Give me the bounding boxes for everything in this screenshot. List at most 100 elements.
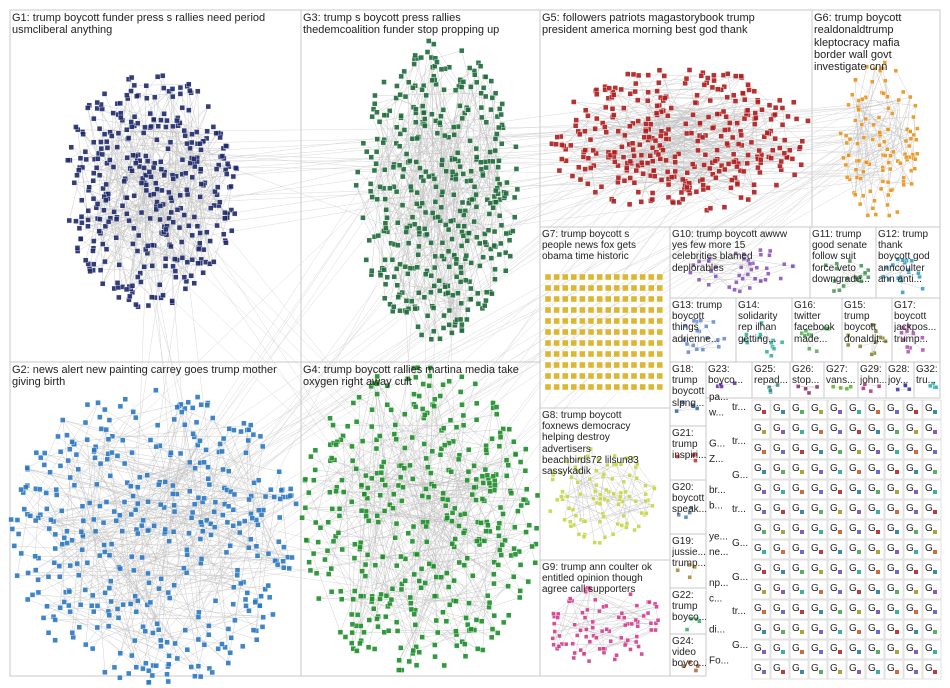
- node-g3[interactable]: [396, 162, 403, 168]
- node-g4[interactable]: [324, 548, 331, 554]
- node-g4[interactable]: [398, 586, 405, 593]
- node-g4[interactable]: [497, 504, 504, 511]
- node-g2[interactable]: [115, 615, 122, 621]
- node-g3[interactable]: [506, 237, 513, 243]
- node-g5[interactable]: [624, 165, 630, 171]
- node-g4[interactable]: [441, 662, 447, 669]
- node-g3[interactable]: [419, 103, 426, 109]
- node-g2[interactable]: [212, 499, 219, 505]
- node-g1[interactable]: [79, 197, 85, 203]
- node-g1[interactable]: [211, 259, 217, 265]
- node-g7[interactable]: [587, 383, 595, 391]
- node-g7[interactable]: [587, 295, 595, 303]
- node-g2[interactable]: [32, 553, 38, 560]
- node-g10[interactable]: [733, 251, 738, 256]
- node-g11[interactable]: [859, 279, 864, 284]
- node-g1[interactable]: [168, 243, 174, 250]
- node-g9[interactable]: [594, 635, 599, 640]
- node-g4[interactable]: [340, 489, 347, 495]
- node-g2[interactable]: [184, 646, 191, 653]
- node-g4[interactable]: [418, 566, 425, 572]
- node-g4[interactable]: [447, 417, 454, 423]
- node-g1[interactable]: [121, 178, 127, 185]
- node-g7[interactable]: [630, 372, 638, 380]
- node-g4[interactable]: [378, 591, 384, 598]
- node-g7[interactable]: [544, 361, 552, 369]
- node-g2[interactable]: [140, 517, 146, 524]
- node-g4[interactable]: [389, 586, 396, 592]
- node-g2[interactable]: [117, 674, 123, 681]
- node-g10[interactable]: [758, 252, 764, 257]
- node-g4[interactable]: [402, 556, 409, 562]
- node-g2[interactable]: [57, 463, 64, 469]
- node-g3[interactable]: [443, 168, 449, 174]
- node-g4[interactable]: [377, 433, 383, 439]
- node-mini[interactable]: [933, 410, 937, 414]
- node-g5[interactable]: [768, 155, 774, 161]
- node-mini[interactable]: [876, 550, 880, 554]
- node-mini[interactable]: [819, 610, 823, 614]
- node-g4[interactable]: [446, 378, 452, 385]
- node-g8[interactable]: [587, 476, 593, 482]
- node-g1[interactable]: [181, 274, 188, 281]
- node-g3[interactable]: [423, 168, 429, 175]
- node-g14[interactable]: [764, 349, 770, 355]
- node-g5[interactable]: [698, 73, 705, 79]
- node-g1[interactable]: [77, 155, 84, 161]
- node-g4[interactable]: [379, 477, 385, 483]
- node-g4[interactable]: [464, 555, 470, 561]
- node-g5[interactable]: [705, 114, 712, 120]
- node-g16[interactable]: [799, 331, 804, 336]
- node-g7[interactable]: [622, 372, 629, 380]
- node-g2[interactable]: [210, 415, 216, 421]
- node-g14[interactable]: [779, 340, 785, 345]
- node-g3[interactable]: [459, 115, 466, 122]
- node-g6[interactable]: [861, 135, 867, 140]
- node-g5[interactable]: [680, 176, 686, 183]
- node-g5[interactable]: [649, 190, 656, 196]
- node-g8[interactable]: [568, 524, 574, 529]
- node-g5[interactable]: [645, 116, 651, 122]
- node-g2[interactable]: [105, 436, 112, 443]
- node-g2[interactable]: [198, 556, 205, 562]
- node-g4[interactable]: [369, 475, 375, 482]
- node-mini[interactable]: [876, 430, 880, 434]
- node-g27[interactable]: [848, 384, 853, 389]
- node-g1[interactable]: [118, 114, 124, 121]
- node-g6[interactable]: [856, 158, 862, 164]
- node-g15[interactable]: [883, 339, 888, 344]
- node-g2[interactable]: [80, 518, 87, 524]
- node-g3[interactable]: [407, 158, 413, 164]
- node-g2[interactable]: [24, 596, 31, 603]
- node-g2[interactable]: [83, 641, 89, 648]
- node-g5[interactable]: [592, 126, 598, 132]
- node-g6[interactable]: [901, 175, 906, 180]
- node-g9[interactable]: [619, 610, 625, 616]
- node-g5[interactable]: [772, 104, 779, 111]
- node-g2[interactable]: [243, 603, 249, 609]
- node-g2[interactable]: [186, 530, 192, 537]
- node-g2[interactable]: [237, 529, 243, 536]
- node-g11[interactable]: [837, 288, 842, 293]
- node-g7[interactable]: [605, 317, 612, 325]
- node-g4[interactable]: [358, 623, 364, 629]
- node-g10[interactable]: [766, 271, 771, 276]
- node-g9[interactable]: [587, 639, 593, 644]
- node-g2[interactable]: [120, 437, 126, 443]
- node-g7[interactable]: [596, 328, 603, 336]
- node-g2[interactable]: [94, 481, 100, 488]
- node-g4[interactable]: [464, 477, 470, 484]
- node-g5[interactable]: [724, 140, 730, 147]
- node-g10[interactable]: [696, 277, 702, 282]
- node-g6[interactable]: [883, 78, 888, 83]
- node-g4[interactable]: [302, 476, 309, 483]
- node-g3[interactable]: [412, 52, 418, 59]
- node-g3[interactable]: [375, 232, 382, 239]
- node-g5[interactable]: [707, 165, 713, 172]
- node-g9[interactable]: [628, 591, 633, 597]
- node-g2[interactable]: [122, 396, 128, 402]
- node-g6[interactable]: [853, 167, 859, 172]
- node-g7[interactable]: [656, 317, 663, 325]
- node-g7[interactable]: [605, 350, 612, 358]
- node-g3[interactable]: [489, 95, 496, 101]
